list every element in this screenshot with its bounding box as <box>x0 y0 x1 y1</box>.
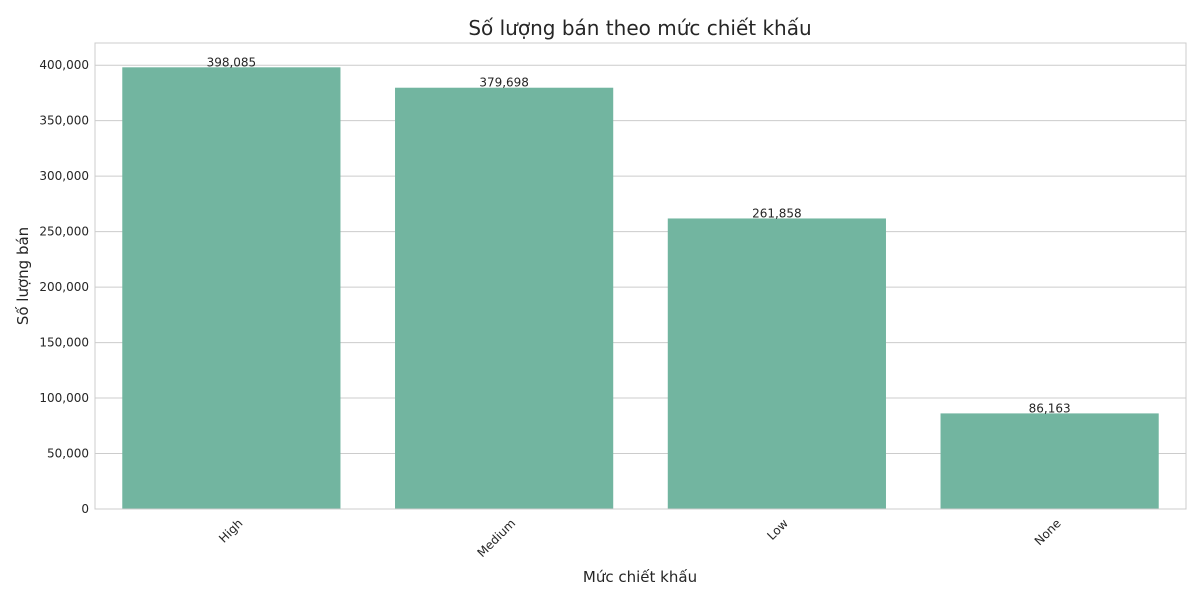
y-tick-label: 300,000 <box>39 169 89 183</box>
bar-value-label: 86,163 <box>1029 401 1071 415</box>
y-tick-label: 50,000 <box>47 447 89 461</box>
bar-value-label: 398,085 <box>207 55 257 69</box>
chart-title: Số lượng bán theo mức chiết khấu <box>468 16 811 40</box>
x-tick-label: None <box>1032 516 1064 548</box>
y-tick-label: 250,000 <box>39 225 89 239</box>
bar-value-label: 379,698 <box>479 76 529 90</box>
x-axis-label: Mức chiết khấu <box>583 568 697 586</box>
x-tick-label: Low <box>764 516 791 543</box>
x-tick-labels: High Medium Low None <box>216 516 1064 560</box>
y-axis-label: Số lượng bán <box>14 227 32 325</box>
bar-value-label: 261,858 <box>752 206 802 220</box>
x-tick-label: High <box>216 516 245 545</box>
y-tick-label: 350,000 <box>39 114 89 128</box>
bar-medium <box>395 87 614 509</box>
y-tick-label: 0 <box>81 502 89 516</box>
bar-low <box>667 218 886 509</box>
y-tick-label: 400,000 <box>39 58 89 72</box>
y-tick-labels: 0 50,000 100,000 150,000 200,000 250,000 300,0… <box>39 58 89 516</box>
plot-frame <box>94 42 1187 510</box>
bar-value-labels: 398,085 379,698 261,858 86,163 <box>207 55 1071 415</box>
bar-none <box>940 413 1159 509</box>
bar-high <box>122 67 341 509</box>
y-tick-label: 150,000 <box>39 336 89 350</box>
x-tick-label: Medium <box>474 516 518 560</box>
bars <box>122 67 1159 509</box>
y-tick-label: 100,000 <box>39 391 89 405</box>
y-tick-label: 200,000 <box>39 280 89 294</box>
